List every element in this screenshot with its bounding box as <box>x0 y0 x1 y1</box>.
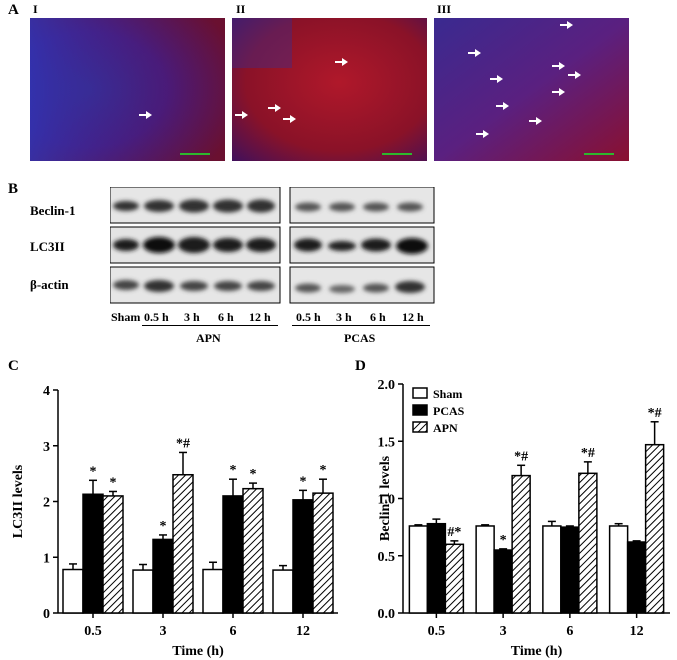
y-tick-label: 1 <box>43 551 50 566</box>
y-tick-label: 0.0 <box>378 607 396 622</box>
legend-swatch <box>412 404 428 416</box>
y-tick-label: 0.5 <box>378 550 396 565</box>
panel-c-letter: C <box>8 358 19 374</box>
x-axis-label: Time (h) <box>511 644 563 659</box>
x-tick-label: 0.5 <box>84 624 102 639</box>
significance-marker: *# <box>176 436 190 451</box>
lane-label: 3 h <box>336 310 352 324</box>
group-underline <box>292 325 430 326</box>
y-tick-label: 1.0 <box>378 493 396 508</box>
bar-pcas <box>560 526 580 614</box>
bar-pcas <box>82 493 104 614</box>
arrow-markers <box>139 111 152 119</box>
significance-marker: * <box>160 519 167 534</box>
bar-apn <box>644 443 665 614</box>
x-tick-label: 12 <box>296 624 310 639</box>
y-axis-label: Beclin-1 levels <box>378 455 393 541</box>
bar-sham <box>132 569 154 614</box>
lane-label: 6 h <box>370 310 386 324</box>
x-tick-label: 12 <box>630 624 644 639</box>
y-tick-label: 0 <box>43 607 50 622</box>
bar-pcas <box>626 541 647 614</box>
bar-sham <box>62 568 84 614</box>
bar-pcas <box>222 495 244 614</box>
bar-apn <box>102 495 124 614</box>
significance-marker: * <box>300 474 307 489</box>
group-label-pcas: PCAS <box>344 331 376 345</box>
beclin1-bar-chart: 0.0 0.5 1.0 1.5 2.0 0.5 #* 3 * *# 6 *# 12 *# Time (h) B… <box>378 378 670 659</box>
blot-row-label: LC3II <box>30 239 65 254</box>
western-blot-image <box>110 187 435 304</box>
bar-pcas <box>493 549 513 614</box>
lane-label: 12 h <box>249 310 271 324</box>
blot-row-label: β-actin <box>30 277 69 292</box>
significance-marker: * <box>110 475 117 490</box>
x-tick-label: 6 <box>566 624 573 639</box>
bar-apn <box>511 474 531 614</box>
bar-sham <box>272 569 294 614</box>
micrograph-i <box>30 18 225 161</box>
panel-b-letter: B <box>8 181 19 197</box>
bar-pcas <box>152 538 174 614</box>
significance-marker: *# <box>648 406 662 421</box>
x-tick-label: 6 <box>230 624 237 639</box>
x-tick-label: 3 <box>500 624 507 639</box>
y-tick-label: 3 <box>43 440 50 455</box>
x-tick-label: 0.5 <box>428 624 446 639</box>
significance-marker: * <box>250 467 257 482</box>
legend-label: APN <box>433 421 458 435</box>
bar-sham <box>408 525 429 614</box>
group-underline <box>142 325 278 326</box>
significance-marker: * <box>320 463 327 478</box>
lane-label: 12 h <box>402 310 424 324</box>
legend-swatch <box>412 421 428 433</box>
arrow-markers <box>468 21 581 138</box>
bar-apn <box>578 472 598 614</box>
y-tick-label: 4 <box>43 384 50 399</box>
significance-marker: * <box>230 463 237 478</box>
micrograph-ii-label: II <box>236 2 246 16</box>
lane-label: 0.5 h <box>296 310 321 324</box>
legend-label: PCAS <box>433 404 465 418</box>
bar-sham <box>542 525 562 614</box>
legend-swatch <box>412 387 428 399</box>
lane-label: 6 h <box>218 310 234 324</box>
blot-row-label: Beclin-1 <box>30 203 76 218</box>
y-axis-label: LC3II levels <box>11 464 26 538</box>
micrograph-ii <box>232 18 427 161</box>
micrograph-i-label: I <box>33 2 38 16</box>
lane-label: Sham <box>111 310 141 324</box>
micrograph-iii <box>434 18 629 161</box>
x-tick-label: 3 <box>160 624 167 639</box>
panel-a-letter: A <box>8 2 19 18</box>
bar-pcas <box>426 522 447 614</box>
lane-label: 0.5 h <box>144 310 169 324</box>
lane-label: 3 h <box>184 310 200 324</box>
bar-apn <box>444 543 465 614</box>
panel-d-letter: D <box>355 358 366 374</box>
legend-label: Sham <box>433 387 462 401</box>
significance-marker: *# <box>514 449 528 464</box>
significance-marker: *# <box>581 446 595 461</box>
significance-marker: #* <box>447 525 461 540</box>
significance-marker: * <box>90 464 97 479</box>
y-tick-label: 1.5 <box>378 435 396 450</box>
arrow-markers <box>235 58 348 123</box>
bar-sham <box>475 525 495 614</box>
bar-sham <box>202 568 224 614</box>
bar-apn <box>312 492 334 614</box>
x-axis-label: Time (h) <box>172 644 224 659</box>
y-tick-label: 2 <box>43 496 50 511</box>
bar-apn <box>242 487 264 614</box>
bar-apn <box>172 473 194 614</box>
y-tick-label: 2.0 <box>378 378 396 393</box>
bar-sham <box>608 525 629 614</box>
bar-pcas <box>292 499 314 614</box>
micrograph-iii-label: III <box>437 2 452 16</box>
significance-marker: * <box>500 533 507 548</box>
group-label-apn: APN <box>196 331 221 345</box>
